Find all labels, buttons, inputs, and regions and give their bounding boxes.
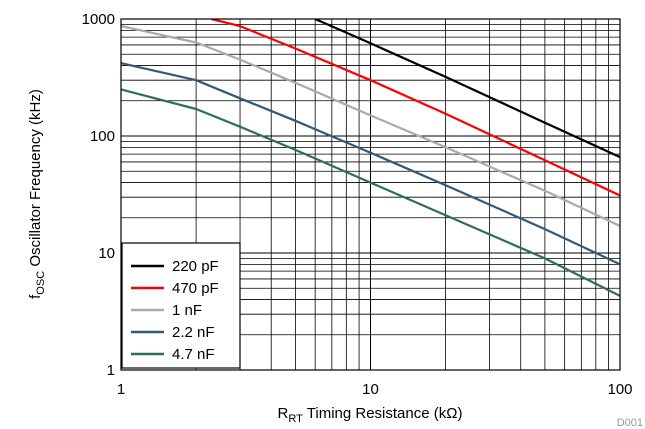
series-line	[314, 19, 620, 159]
x-tick-label: 100	[607, 381, 632, 398]
x-tick-label: 10	[362, 381, 379, 398]
series-line	[121, 88, 620, 297]
y-axis-label-rest: Oscillator Frequency (kHz)	[27, 89, 44, 271]
legend-label: 4.7 nF	[172, 346, 215, 363]
x-axis-label-subscript: RT	[288, 413, 303, 425]
tick-labels: 1 10 100 1 10 100 1000	[82, 11, 633, 398]
x-axis-label: RRT Timing Resistance (kΩ)	[278, 405, 463, 425]
legend-label: 2.2 nF	[172, 324, 215, 341]
y-tick-label: 1000	[82, 11, 115, 28]
document-code: D001	[617, 417, 643, 429]
series-line	[121, 62, 620, 266]
legend-label: 470 pF	[172, 280, 219, 297]
y-tick-label: 10	[98, 245, 115, 262]
y-tick-label: 1	[107, 362, 115, 379]
legend-label: 1 nF	[172, 302, 202, 319]
x-axis-label-rest: Timing Resistance (kΩ)	[303, 405, 463, 422]
series-lines	[121, 19, 620, 297]
y-axis-label: fOSC Oscillator Frequency (kHz)	[27, 89, 47, 299]
series-line	[121, 25, 620, 227]
x-tick-label: 1	[117, 381, 125, 398]
y-axis-label-main: f	[27, 294, 44, 299]
plot-frame	[120, 18, 621, 371]
y-tick-label: 100	[90, 128, 115, 145]
legend-box	[121, 242, 241, 369]
legend: 220 pF 470 pF 1 nF 2.2 nF 4.7 nF	[121, 242, 241, 369]
series-line	[211, 19, 620, 197]
x-axis-label-main: R	[278, 405, 289, 422]
y-axis-label-subscript: OSC	[35, 271, 47, 295]
legend-label: 220 pF	[172, 258, 219, 275]
